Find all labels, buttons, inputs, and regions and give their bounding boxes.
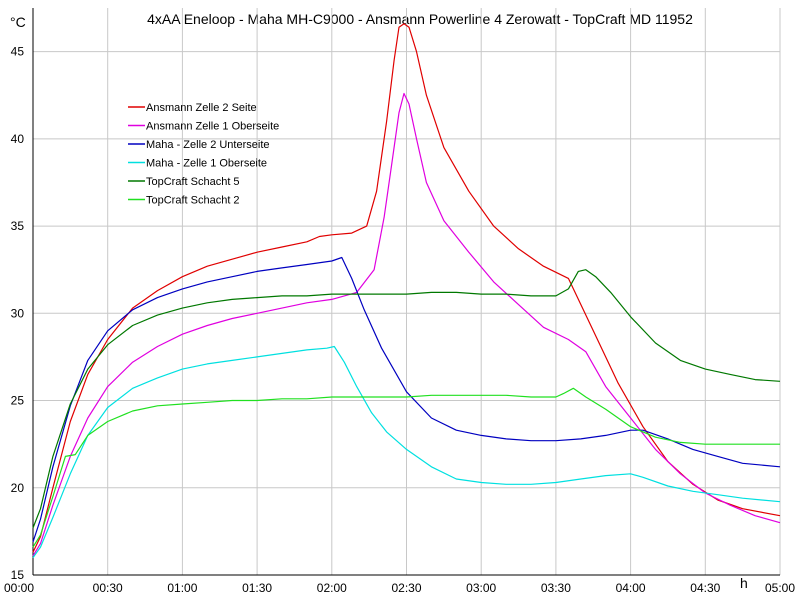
axes: 15 20 25 30 35 40 45 00:00 00:30 01:00 01:30 02:00 0… <box>4 8 795 595</box>
x-tick-label: 00:00 <box>4 581 34 595</box>
series-line-1 <box>32 23 781 553</box>
x-tick-label: 03:00 <box>466 581 496 595</box>
x-tick-label: 02:30 <box>391 581 421 595</box>
grid <box>33 8 781 575</box>
x-tick-label: 04:30 <box>690 581 720 595</box>
series-group <box>32 23 781 558</box>
x-tick-label: 05:00 <box>765 581 795 595</box>
x-tick-label: 01:30 <box>242 581 272 595</box>
x-tick-label: 00:30 <box>93 581 123 595</box>
legend-label: TopCraft Schacht 5 <box>146 176 240 188</box>
y-tick-label: 25 <box>11 394 25 408</box>
legend-label: Ansmann Zelle 1 Oberseite <box>146 121 279 133</box>
legend-label: Maha - Zelle 1 Oberseite <box>146 158 267 170</box>
legend-label: TopCraft Schacht 2 <box>146 195 240 207</box>
x-tick-label: 03:30 <box>541 581 571 595</box>
legend-label: Ansmann Zelle 2 Seite <box>146 102 257 114</box>
y-tick-label: 30 <box>11 306 25 320</box>
series-line-2 <box>32 92 781 557</box>
series-line-5 <box>32 269 781 529</box>
y-tick-label: 15 <box>11 568 25 582</box>
y-tick-label: 20 <box>11 481 25 495</box>
series-line-6 <box>32 387 780 548</box>
series-line-4 <box>32 345 781 558</box>
y-axis-unit: °C <box>10 14 26 30</box>
x-axis-unit: h <box>740 575 748 591</box>
legend: Ansmann Zelle 2 Seite Ansmann Zelle 1 Obe… <box>128 102 279 207</box>
y-tick-label: 40 <box>11 132 25 146</box>
x-tick-label: 02:00 <box>317 581 347 595</box>
y-tick-label: 35 <box>11 219 25 233</box>
chart-title: 4xAA Eneloop - Maha MH-C9000 - Ansmann P… <box>147 11 693 27</box>
y-tick-label: 45 <box>11 45 25 59</box>
series-line-3 <box>32 256 781 543</box>
legend-label: Maha - Zelle 2 Unterseite <box>146 139 270 151</box>
x-tick-label: 01:00 <box>167 581 197 595</box>
x-tick-label: 04:00 <box>616 581 646 595</box>
